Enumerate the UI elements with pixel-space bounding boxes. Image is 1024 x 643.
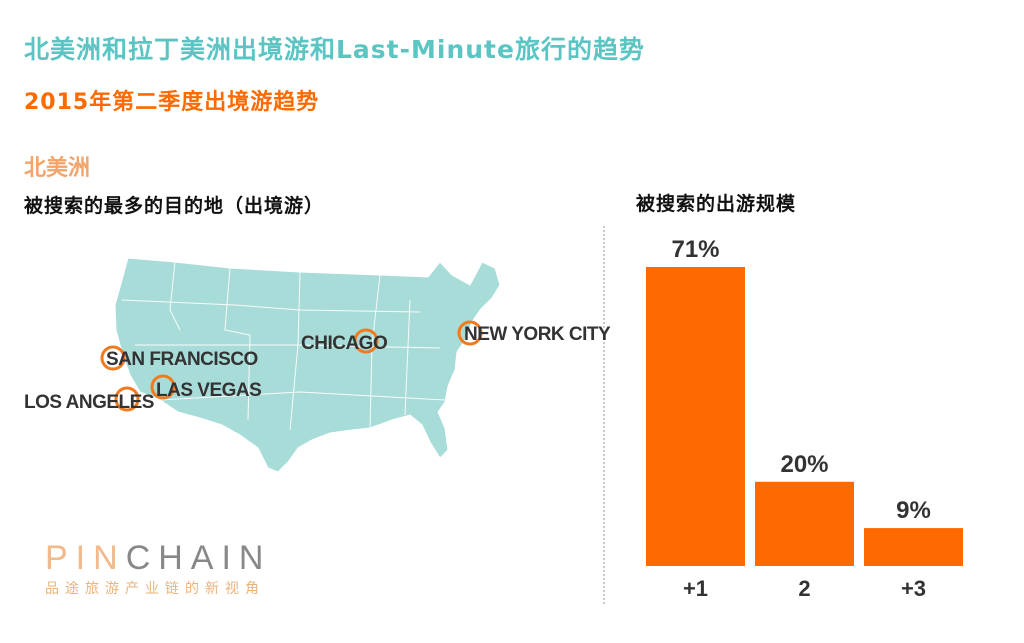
page-title: 北美洲和拉丁美洲出境游和Last-Minute旅行的趋势 [24, 35, 645, 64]
section-divider [603, 226, 605, 604]
pinchain-logo: PINCHAIN 品途旅游产业链的新视角 [45, 540, 301, 597]
city-marker-las-vegas [150, 374, 176, 400]
bar-2 [755, 481, 854, 566]
x-tick-label-3: +3 [901, 576, 926, 601]
city-marker-los-angeles [114, 386, 140, 412]
us-map [114, 257, 501, 473]
page-subtitle: 2015年第二季度出境游趋势 [24, 90, 320, 115]
city-label-chicago: CHICAGO [301, 333, 387, 354]
city-label-las-vegas: LAS VEGAS [156, 380, 261, 401]
city-label-new-york-city: NEW YORK CITY [464, 324, 611, 345]
region-heading: 北美洲 [24, 156, 91, 181]
state-borders [121, 261, 446, 431]
logo-text-chain: CHAIN [125, 540, 272, 576]
logo-wordmark: PINCHAIN [45, 540, 301, 576]
bar-value-label-3: 9% [896, 497, 931, 524]
logo-text-pin: PIN [45, 540, 126, 576]
logo-tagline: 品途旅游产业链的新视角 [45, 581, 265, 597]
bar-chart-title: 被搜索的出游规模 [636, 193, 797, 215]
city-marker-new-york-city [457, 320, 483, 346]
city-marker-san-francisco [100, 345, 126, 371]
bar-value-label-1: 71% [671, 236, 719, 263]
x-tick-label-2: 2 [798, 576, 810, 601]
bar-3 [864, 528, 963, 566]
bar-1 [646, 267, 745, 566]
map-heading: 被搜索的最多的目的地（出境游） [24, 195, 325, 217]
city-marker-chicago [353, 328, 379, 354]
x-tick-label-1: +1 [683, 576, 708, 601]
city-label-san-francisco: SAN FRANCISCO [106, 349, 258, 370]
bar-value-label-2: 20% [780, 451, 828, 478]
bar-chart: 71% +1 20% 2 9% +3 [646, 236, 963, 601]
city-label-los-angeles: LOS ANGELES [24, 392, 154, 413]
